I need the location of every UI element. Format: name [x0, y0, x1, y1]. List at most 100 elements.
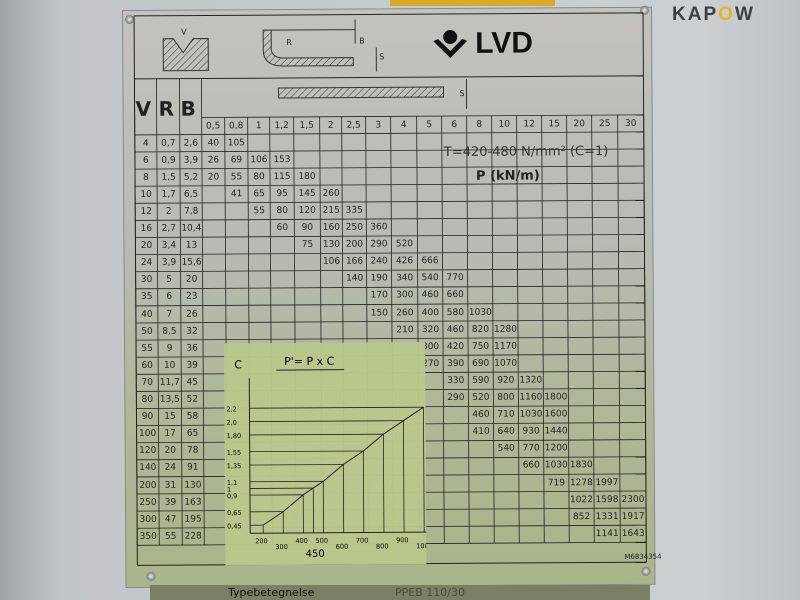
thickness-header: 15	[548, 118, 560, 129]
row-v: 35	[140, 292, 153, 303]
row-r: 39	[164, 497, 177, 508]
force-value: 95	[276, 188, 288, 199]
header-b: B	[180, 96, 196, 121]
header-v: V	[135, 96, 152, 121]
force-value: 750	[471, 341, 490, 352]
force-value: 1070	[494, 358, 518, 369]
grid-line	[135, 234, 645, 238]
x-tick-label: 200	[255, 537, 267, 545]
force-value: 1320	[519, 375, 543, 386]
force-value: 460	[446, 324, 465, 335]
thickness-header: 1,5	[299, 120, 314, 131]
row-b: 13	[185, 240, 198, 251]
force-value: 65	[253, 188, 265, 200]
border-line	[134, 12, 644, 17]
grid-line	[643, 114, 647, 543]
row-r: 2,7	[161, 223, 177, 234]
row-v: 55	[141, 343, 153, 354]
kapow-watermark: KAPOW	[672, 4, 755, 25]
force-value: 1331	[595, 511, 619, 522]
type-label: Typebetegnelse	[228, 586, 315, 599]
row-r: 7	[166, 309, 173, 320]
force-value: 2300	[621, 494, 645, 505]
row-b: 5,2	[183, 172, 199, 183]
row-v: 50	[141, 326, 153, 337]
x-tick-label: 700	[356, 537, 368, 545]
grid-line	[136, 336, 646, 341]
row-v: 60	[141, 360, 153, 371]
lvd-bending-force-plate: V R B S S LVD V R B 0,5 0,8 1 1,2 1,5 2 2,5 3 4 5…	[122, 5, 662, 588]
row-r: 31	[164, 480, 177, 491]
row-r: 8,5	[162, 326, 177, 337]
c-guide-line	[249, 450, 364, 453]
thickness-header: 25	[598, 118, 611, 129]
y-tick-label: 0,65	[227, 509, 242, 517]
row-b: 26	[186, 309, 198, 320]
force-value: 215	[322, 205, 340, 216]
force-value: 340	[396, 273, 414, 284]
y-tick-label: 1,55	[227, 449, 242, 457]
y-tick-label: 1,35	[227, 462, 242, 470]
y-axis-label: C	[234, 358, 242, 371]
force-value: 106	[322, 256, 341, 268]
force-value: 1160	[519, 392, 543, 403]
force-value: 290	[447, 392, 465, 404]
force-value: 1141	[595, 528, 619, 539]
grid-line	[156, 78, 160, 546]
row-v: 70	[141, 377, 154, 388]
row-v: 120	[139, 446, 157, 457]
force-value: 666	[421, 256, 439, 267]
thickness-header: 12	[523, 118, 535, 130]
force-value: 770	[522, 443, 540, 454]
force-value: 640	[497, 426, 515, 437]
row-v: 350	[139, 531, 157, 542]
row-v: 200	[139, 480, 157, 491]
force-value: 710	[497, 409, 515, 420]
grid-line	[201, 114, 644, 118]
t-guide-line	[382, 434, 385, 533]
lvd-mark-icon	[433, 29, 468, 58]
diagram-label-r: R	[286, 37, 292, 47]
force-value: 1917	[621, 511, 645, 522]
grid-line	[134, 75, 644, 80]
row-v: 250	[139, 497, 157, 508]
force-value: 75	[301, 239, 314, 251]
force-value: 105	[227, 137, 245, 148]
logo-text: LVD	[475, 26, 534, 60]
grid-line	[135, 302, 645, 307]
force-value: 120	[298, 205, 316, 216]
x-tick-label: 450	[306, 549, 325, 560]
row-v: 100	[138, 429, 157, 440]
force-value: 170	[370, 290, 388, 301]
tensile-info: T=420-480 N/mm² (C=1)	[443, 144, 609, 161]
force-value: 190	[370, 273, 388, 284]
grid-line	[135, 285, 645, 290]
serial-number: M6834354	[624, 552, 662, 561]
row-v: 16	[140, 223, 153, 234]
row-r: 47	[164, 514, 177, 525]
row-r: 2	[165, 206, 172, 217]
row-r: 3,9	[161, 257, 177, 268]
thickness-header: 2	[327, 120, 334, 131]
grid-line	[134, 148, 644, 153]
force-value: 200	[345, 239, 364, 250]
force-value: 1280	[493, 324, 517, 335]
force-value: 460	[421, 290, 439, 301]
force-value: 330	[447, 375, 465, 386]
force-value: 1598	[595, 494, 619, 505]
thickness-header: 0,8	[229, 120, 244, 131]
y-tick-label: 1,1	[227, 479, 237, 487]
grid-line	[541, 115, 545, 543]
thickness-header: 5	[426, 119, 433, 130]
thickness-header: 3	[375, 119, 382, 130]
force-value: 250	[345, 222, 363, 233]
x-tick-label: 1000	[416, 542, 426, 550]
force-value: 1278	[569, 477, 593, 488]
grid-line	[516, 115, 520, 543]
row-v: 6	[143, 155, 149, 166]
force-value: 166	[345, 256, 364, 267]
force-value: 540	[497, 443, 515, 455]
row-b: 91	[187, 462, 199, 474]
row-r: 1,5	[161, 172, 176, 183]
c-guide-line	[249, 420, 404, 423]
